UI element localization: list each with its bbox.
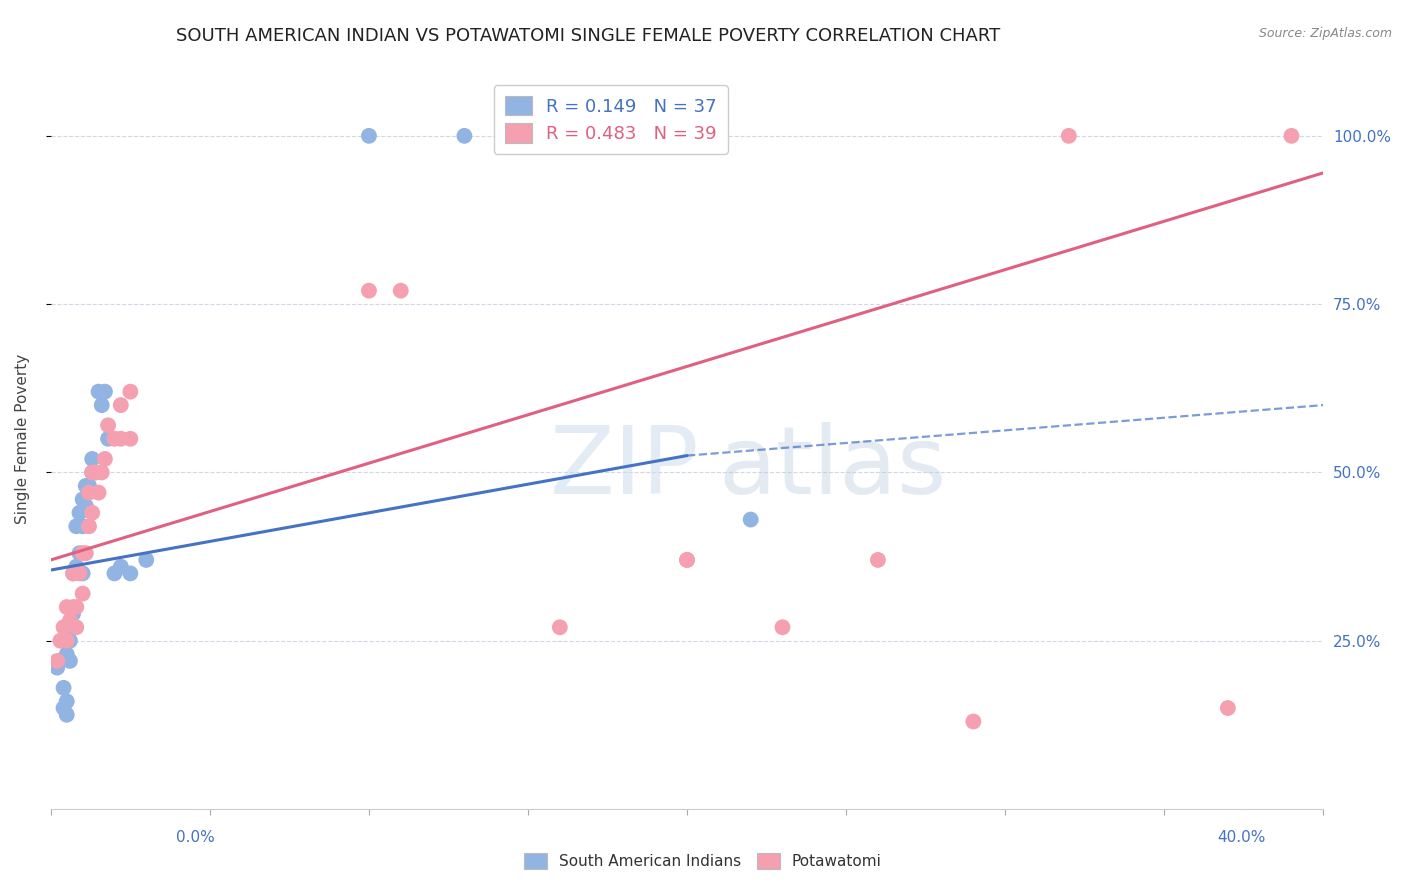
Point	[357, 284, 380, 298]
Point	[90, 466, 112, 480]
Point	[135, 553, 157, 567]
Point	[97, 432, 120, 446]
Point	[75, 479, 97, 493]
Point	[55, 707, 77, 722]
Point	[46, 660, 69, 674]
Point	[82, 466, 104, 480]
Point	[72, 546, 94, 560]
Point	[62, 566, 84, 581]
Point	[59, 633, 82, 648]
Point	[110, 432, 132, 446]
Point	[103, 432, 125, 446]
Point	[62, 600, 84, 615]
Point	[453, 128, 475, 143]
Point	[69, 506, 91, 520]
Point	[97, 418, 120, 433]
Point	[548, 620, 571, 634]
Point	[94, 384, 117, 399]
Point	[676, 553, 699, 567]
Point	[69, 566, 91, 581]
Point	[65, 559, 87, 574]
Point	[52, 620, 75, 634]
Point	[52, 701, 75, 715]
Text: 40.0%: 40.0%	[1218, 830, 1265, 845]
Point	[62, 620, 84, 634]
Point	[90, 398, 112, 412]
Point	[84, 466, 107, 480]
Point	[46, 654, 69, 668]
Point	[65, 620, 87, 634]
Point	[740, 512, 762, 526]
Text: SOUTH AMERICAN INDIAN VS POTAWATOMI SINGLE FEMALE POVERTY CORRELATION CHART: SOUTH AMERICAN INDIAN VS POTAWATOMI SING…	[176, 27, 1000, 45]
Point	[62, 607, 84, 621]
Point	[103, 566, 125, 581]
Point	[82, 506, 104, 520]
Point	[72, 586, 94, 600]
Point	[84, 466, 107, 480]
Point	[59, 614, 82, 628]
Point	[82, 466, 104, 480]
Point	[82, 452, 104, 467]
Point	[87, 384, 110, 399]
Text: Source: ZipAtlas.com: Source: ZipAtlas.com	[1258, 27, 1392, 40]
Point	[62, 566, 84, 581]
Point	[676, 553, 699, 567]
Point	[77, 479, 100, 493]
Point	[87, 485, 110, 500]
Point	[72, 566, 94, 581]
Point	[72, 492, 94, 507]
Point	[55, 694, 77, 708]
Point	[866, 553, 889, 567]
Point	[77, 485, 100, 500]
Point	[69, 546, 91, 560]
Point	[65, 519, 87, 533]
Point	[120, 384, 142, 399]
Text: ZIP: ZIP	[550, 423, 700, 515]
Point	[77, 519, 100, 533]
Point	[49, 654, 72, 668]
Point	[49, 633, 72, 648]
Point	[75, 546, 97, 560]
Point	[110, 559, 132, 574]
Point	[357, 128, 380, 143]
Point	[55, 633, 77, 648]
Point	[59, 654, 82, 668]
Y-axis label: Single Female Poverty: Single Female Poverty	[15, 353, 30, 524]
Point	[75, 499, 97, 513]
Point	[772, 620, 794, 634]
Point	[65, 600, 87, 615]
Point	[517, 128, 540, 143]
Point	[55, 600, 77, 615]
Point	[389, 284, 412, 298]
Text: 0.0%: 0.0%	[176, 830, 215, 845]
Point	[52, 681, 75, 695]
Point	[110, 398, 132, 412]
Text: atlas: atlas	[718, 423, 948, 515]
Point	[72, 519, 94, 533]
Point	[1281, 128, 1303, 143]
Point	[962, 714, 984, 729]
Point	[120, 566, 142, 581]
Legend: South American Indians, Potawatomi: South American Indians, Potawatomi	[519, 847, 887, 875]
Point	[1057, 128, 1080, 143]
Point	[94, 452, 117, 467]
Point	[120, 432, 142, 446]
Legend: R = 0.149   N = 37, R = 0.483   N = 39: R = 0.149 N = 37, R = 0.483 N = 39	[494, 85, 728, 153]
Point	[55, 647, 77, 661]
Point	[1216, 701, 1239, 715]
